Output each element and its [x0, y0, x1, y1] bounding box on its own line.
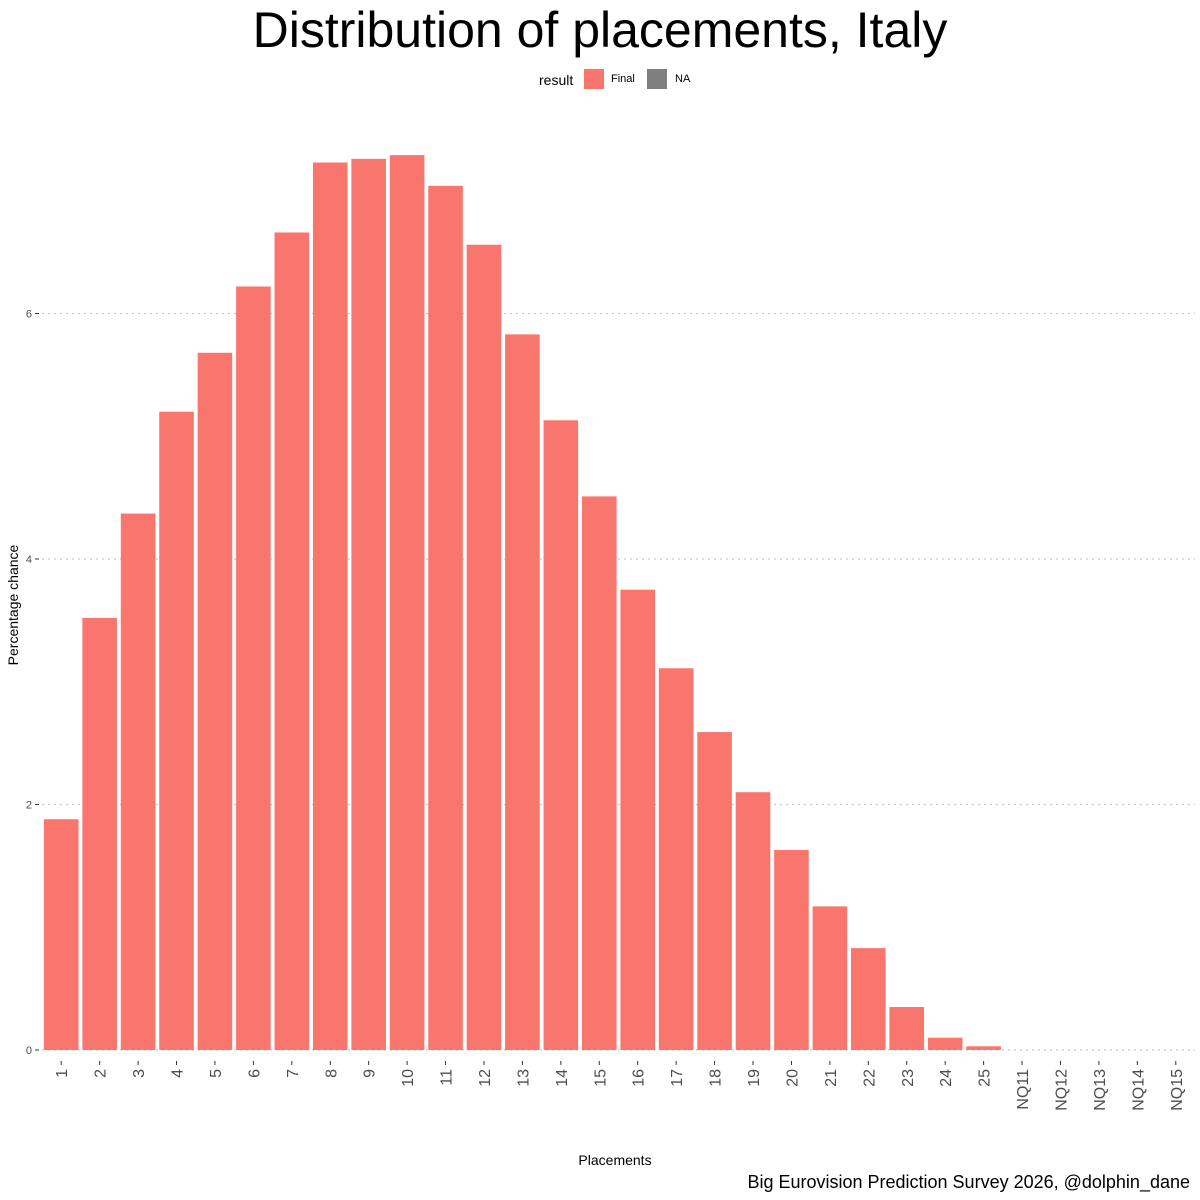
bar-21	[812, 906, 848, 1050]
caption: Big Eurovision Prediction Survey 2026, @…	[747, 1172, 1190, 1192]
bar-7	[274, 232, 310, 1051]
legend-label-final: Final	[611, 73, 635, 85]
x-tick-label: 6	[246, 1069, 263, 1078]
bar-6	[236, 286, 271, 1050]
x-tick-label: 15	[592, 1069, 609, 1087]
chart-title: Distribution of placements, Italy	[252, 2, 948, 58]
x-tick-label: 14	[554, 1069, 571, 1087]
x-tick-label: 8	[323, 1069, 340, 1078]
bars	[43, 155, 1001, 1051]
bar-5	[197, 352, 233, 1050]
bar-22	[851, 948, 886, 1050]
bar-3	[120, 513, 156, 1050]
x-tick-label: NQ13	[1092, 1069, 1109, 1111]
x-tick-label: NQ14	[1130, 1069, 1147, 1111]
x-tick-label: 10	[400, 1069, 417, 1087]
x-tick-label: 5	[208, 1069, 225, 1078]
x-tick-label: 25	[977, 1069, 994, 1087]
bar-13	[505, 334, 540, 1050]
legend: result Final NA	[0, 68, 1200, 92]
y-tick-label: 2	[26, 800, 32, 812]
x-tick-label: 11	[439, 1069, 456, 1086]
x-tick-label: NQ11	[1015, 1069, 1032, 1110]
grid-lines	[42, 312, 1195, 1051]
bar-18	[697, 732, 732, 1050]
y-tick-label: 6	[26, 309, 32, 321]
x-tick-label: 4	[170, 1069, 187, 1078]
x-tick-label: NQ12	[1053, 1069, 1070, 1111]
bar-19	[735, 792, 771, 1050]
bar-16	[620, 589, 656, 1050]
x-tick-label: 22	[861, 1069, 878, 1087]
bar-20	[774, 849, 809, 1050]
x-tick-label: 21	[823, 1069, 840, 1087]
bar-11	[428, 185, 463, 1051]
bar-24	[927, 1037, 963, 1050]
x-tick-label: 23	[900, 1069, 917, 1087]
y-tick-label: 4	[26, 554, 32, 566]
x-tick-label: 20	[784, 1069, 801, 1087]
x-tick-label: 16	[631, 1069, 648, 1087]
x-tick-label: 3	[131, 1069, 148, 1078]
x-tick-label: 24	[938, 1069, 955, 1087]
legend-title: result	[539, 72, 574, 88]
bar-17	[658, 668, 694, 1050]
x-tick-label: 13	[515, 1069, 532, 1087]
x-tick-label: 17	[669, 1069, 686, 1087]
x-tick-label: 7	[285, 1069, 302, 1078]
bar-1	[43, 819, 79, 1050]
x-tick-label: NQ15	[1169, 1069, 1186, 1111]
bar-14	[543, 420, 579, 1051]
bar-8	[312, 162, 348, 1050]
bar-2	[82, 617, 117, 1050]
x-axis-title: Placements	[578, 1152, 651, 1168]
bar-12	[466, 244, 502, 1050]
y-axis-title: Percentage chance	[5, 544, 21, 665]
legend-key-na	[647, 69, 667, 89]
bar-10	[389, 155, 425, 1051]
x-tick-label: 12	[477, 1069, 494, 1087]
x-tick-label: 19	[746, 1069, 763, 1087]
x-tick-label: 2	[93, 1069, 110, 1078]
legend-label-na: NA	[675, 73, 691, 85]
bar-25	[966, 1046, 1001, 1050]
bar-4	[159, 411, 194, 1050]
x-tick-label: 1	[54, 1069, 71, 1078]
x-tick-label: 9	[362, 1069, 379, 1078]
bar-9	[351, 158, 386, 1050]
bar-15	[581, 496, 617, 1051]
x-tick-label: 18	[708, 1069, 725, 1087]
legend-key-final	[584, 69, 604, 89]
y-tick-label: 0	[26, 1045, 32, 1057]
bar-23	[889, 1007, 925, 1050]
